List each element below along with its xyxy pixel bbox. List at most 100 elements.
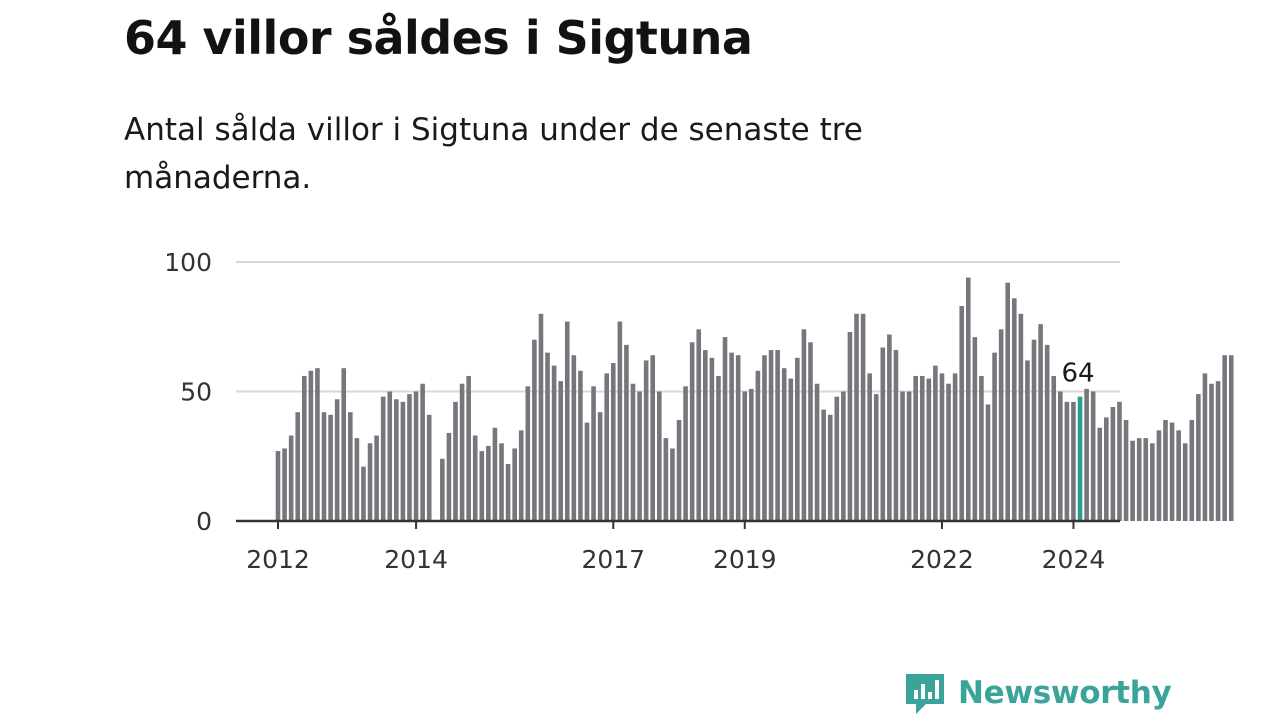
bar: [992, 352, 997, 521]
bar: [1097, 427, 1103, 521]
bar: [919, 375, 925, 521]
bar: [906, 391, 912, 521]
bars: [275, 277, 1234, 521]
bar: [1202, 373, 1208, 521]
bar: [538, 313, 544, 521]
bar: [762, 355, 767, 521]
bar: [459, 383, 465, 521]
bar: [374, 435, 379, 521]
x-tick-label: 2014: [384, 545, 448, 574]
bar: [1215, 381, 1221, 521]
bar: [1163, 419, 1168, 521]
bar: [788, 378, 794, 521]
bar: [939, 373, 945, 521]
bar: [558, 381, 563, 521]
y-tick-label: 0: [196, 507, 212, 536]
bar: [610, 363, 616, 521]
grid-lines: [236, 261, 1120, 393]
bar: [867, 373, 872, 521]
newsworthy-brand[interactable]: Newsworthy: [902, 670, 1172, 716]
bar: [841, 391, 846, 521]
bar: [321, 412, 327, 521]
bar: [946, 383, 951, 521]
bar: [440, 458, 445, 521]
bar: [348, 412, 353, 521]
bar: [380, 396, 386, 521]
bar: [689, 342, 695, 521]
newsworthy-logo-icon: [906, 674, 944, 714]
bar: [591, 386, 596, 521]
bar: [1005, 282, 1011, 521]
bar: [1071, 401, 1076, 521]
bar: [545, 352, 550, 521]
bar: [334, 399, 340, 521]
bar: [394, 399, 399, 521]
brand-name: Newsworthy: [958, 675, 1172, 711]
bar: [486, 445, 491, 521]
bar: [1182, 443, 1188, 521]
bar: [426, 414, 432, 521]
bar: [466, 375, 471, 521]
bar: [597, 412, 603, 521]
bar: [564, 321, 570, 521]
bar: [1090, 391, 1096, 521]
bar: [361, 466, 366, 521]
x-tick-label: 2017: [581, 545, 645, 574]
bar: [387, 391, 393, 521]
bar: [288, 435, 294, 521]
bar: [637, 391, 642, 521]
bar: [1176, 430, 1181, 521]
bar: [722, 337, 728, 521]
bar: [742, 391, 748, 521]
bar: [1228, 355, 1234, 521]
bar: [656, 391, 662, 521]
bar: [781, 368, 787, 521]
y-tick-label: 100: [164, 248, 212, 277]
bar: [1044, 344, 1050, 521]
bar: [512, 448, 517, 521]
bar: [683, 386, 688, 521]
bar: [972, 337, 978, 521]
bar: [413, 391, 419, 521]
bar: [282, 448, 287, 521]
bar: [578, 370, 583, 521]
bar: [676, 419, 682, 521]
bar: [407, 394, 412, 521]
bar: [275, 451, 281, 521]
bar: [617, 321, 623, 521]
bar: [880, 347, 886, 521]
bar: [703, 350, 708, 521]
bar: [893, 350, 899, 521]
bar: [1051, 375, 1057, 521]
bar: [604, 373, 609, 521]
bar: [716, 375, 721, 521]
bar: [926, 378, 932, 521]
bar: [775, 350, 780, 521]
bar: [571, 355, 577, 521]
bar: [808, 342, 813, 521]
bar: [900, 391, 905, 521]
bar: [913, 375, 918, 521]
bar: [854, 313, 859, 521]
bar: [1084, 388, 1089, 521]
x-tick-label: 2012: [246, 545, 310, 574]
bar: [1209, 383, 1214, 521]
y-tick-label: 50: [180, 378, 212, 407]
axes: [236, 519, 1120, 529]
bar: [1169, 422, 1175, 521]
bar: [795, 357, 800, 521]
bar: [518, 430, 524, 521]
bar: [1018, 313, 1024, 521]
bar: [1038, 324, 1043, 521]
bar: [933, 365, 938, 521]
bar: [827, 414, 833, 521]
bar: [295, 412, 301, 521]
bar: [472, 435, 478, 521]
bar: [1130, 440, 1135, 521]
bar: [1110, 407, 1116, 521]
bar: [643, 360, 649, 521]
bar: [755, 370, 761, 521]
bar: [453, 401, 458, 521]
bar: [624, 344, 629, 521]
bar: [532, 339, 537, 521]
